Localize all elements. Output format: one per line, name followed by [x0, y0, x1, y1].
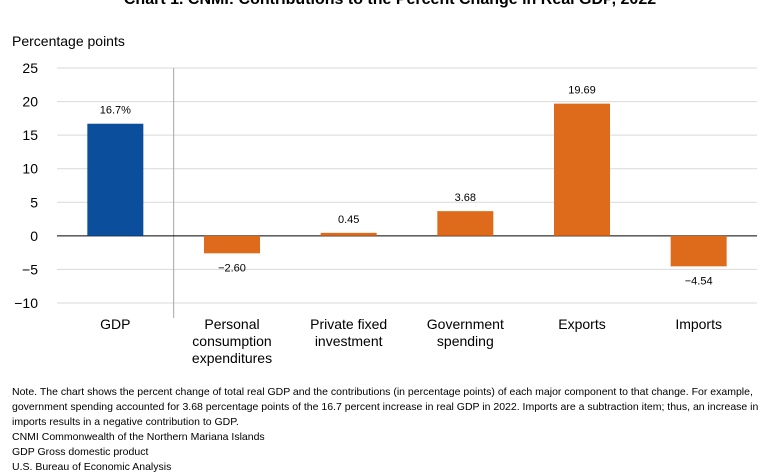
x-tick-label: Imports [675, 316, 722, 332]
y-tick-label: −10 [14, 295, 38, 311]
y-tick-label: 25 [22, 60, 38, 76]
abbreviation-gdp: GDP Gross domestic product [12, 446, 149, 458]
y-tick-label: 10 [22, 161, 38, 177]
axes [57, 68, 757, 318]
bar [670, 235, 727, 267]
data-label: 3.68 [455, 192, 476, 204]
gridlines [57, 67, 757, 304]
data-label: 0.45 [338, 214, 359, 226]
x-tick-label: Government spending [427, 316, 504, 349]
bar [437, 211, 494, 236]
abbreviation-cnmi: CNMI Commonwealth of the Northern Marian… [12, 431, 265, 443]
y-axis-title: Percentage points [12, 33, 125, 49]
bar [320, 232, 377, 236]
data-label: −4.54 [685, 275, 713, 287]
x-tick-label: Personal consumption expenditures [192, 316, 272, 366]
y-tick-label: 15 [22, 127, 38, 143]
bars [87, 103, 727, 267]
x-tick-label: GDP [100, 316, 130, 332]
source-text: U.S. Bureau of Economic Analysis [12, 461, 172, 473]
labels: 25 20 15 10 5 0 −5 −10 16.7% GDP −2.60 Personal cons… [14, 60, 722, 366]
note-text: Note. The chart shows the percent change… [12, 386, 759, 428]
bar [87, 123, 144, 236]
data-label: −2.60 [218, 262, 246, 274]
bar [204, 235, 260, 254]
x-tick-label: Exports [558, 316, 605, 332]
y-tick-label: 20 [22, 94, 38, 110]
bar-chart: 25 20 15 10 5 0 −5 −10 16.7% GDP −2.60 Personal cons… [12, 33, 757, 366]
x-tick-label: Private fixed investment [310, 316, 387, 349]
data-label: 16.7% [100, 105, 131, 117]
y-tick-label: 0 [30, 228, 38, 244]
y-tick-label: −5 [22, 261, 38, 277]
chart-title: Chart 1. CNMI: Contributions to the Perc… [0, 0, 780, 9]
chart-notes: Note. The chart shows the percent change… [12, 385, 778, 475]
bar [554, 103, 610, 236]
y-tick-label: 5 [30, 194, 38, 210]
data-label: 19.69 [568, 85, 596, 97]
